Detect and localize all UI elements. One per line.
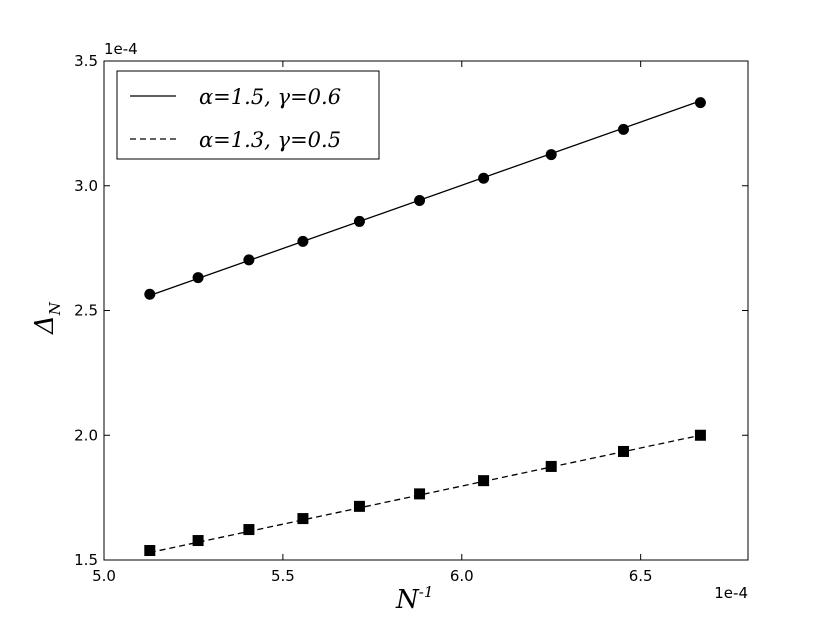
x-tick-label: 6.5 xyxy=(629,567,653,585)
series-2-point xyxy=(353,500,365,512)
legend: α=1.5, γ=0.6 α=1.3, γ=0.5 xyxy=(116,70,380,160)
y-tick-label: 2.5 xyxy=(74,302,98,320)
series-1-point xyxy=(192,272,204,284)
x-offset-label: 1e-4 xyxy=(714,584,748,602)
markers-layer xyxy=(144,97,706,557)
series-2-point xyxy=(617,445,629,457)
y-tick-label: 3.0 xyxy=(74,177,98,195)
series-1-fit-line xyxy=(149,100,701,297)
y-tick-label: 1.5 xyxy=(74,551,98,569)
x-axis-label: N-1 xyxy=(395,583,433,615)
y-axis-label: ΔN xyxy=(30,301,64,335)
lines-layer xyxy=(149,100,701,554)
legend-label-series-1: α=1.5, γ=0.6 xyxy=(199,85,341,109)
series-2-point xyxy=(243,524,255,536)
y-tick-label: 3.5 xyxy=(74,52,98,70)
plot-frame xyxy=(103,60,749,561)
series-2-point xyxy=(144,545,156,557)
series-1-point xyxy=(545,149,557,161)
x-tick-label: 6.0 xyxy=(450,567,474,585)
series-2-point xyxy=(414,488,426,500)
series-2-point xyxy=(478,475,490,487)
x-axis-label-sup: -1 xyxy=(419,583,434,601)
series-1-point xyxy=(414,194,426,206)
legend-label-series-2: α=1.3, γ=0.5 xyxy=(199,128,341,152)
series-1-point xyxy=(144,288,156,300)
series-2-fit-line xyxy=(149,434,701,554)
y-offset-label: 1e-4 xyxy=(104,40,138,58)
series-1-point xyxy=(478,172,490,184)
series-2-point xyxy=(192,535,204,547)
series-1-point xyxy=(617,123,629,135)
x-axis-label-text: N xyxy=(395,585,420,615)
x-tick-label: 5.5 xyxy=(271,567,295,585)
y-axis-label-text: Δ xyxy=(30,315,60,335)
series-1-point xyxy=(353,215,365,227)
series-2-point xyxy=(545,460,557,472)
series-1-point xyxy=(297,235,309,247)
series-1-point xyxy=(243,254,255,266)
series-1-point xyxy=(694,97,706,109)
legend-box xyxy=(116,70,380,160)
ticks-layer: 5.0 5.5 6.0 6.5 1.5 2.0 2.5 3.0 3.5 xyxy=(74,52,748,585)
x-tick-label: 5.0 xyxy=(92,567,116,585)
y-tick-label: 2.0 xyxy=(74,426,98,444)
series-2-point xyxy=(297,513,309,525)
y-axis-label-sub: N xyxy=(46,301,64,316)
series-2-point xyxy=(694,429,706,441)
